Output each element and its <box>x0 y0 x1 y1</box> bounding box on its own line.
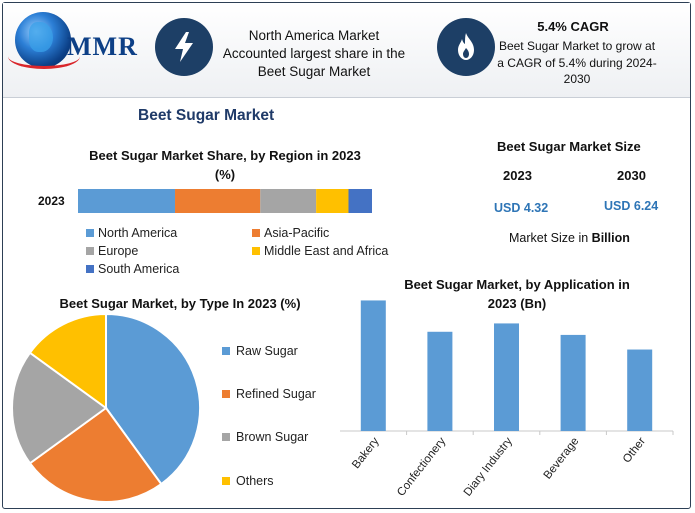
application-tick-label-confectionery: Confectionery <box>395 435 448 498</box>
header-divider <box>3 97 690 98</box>
legend-label: Brown Sugar <box>236 430 309 444</box>
legend-swatch <box>86 229 94 237</box>
application-tick-label-diary-industry: Diary Industry <box>462 435 515 498</box>
type-legend-refined-sugar: Refined Sugar <box>222 387 316 401</box>
legend-label: North America <box>98 226 178 240</box>
market-size-year-2023: 2023 <box>503 168 532 183</box>
region-legend-south-america: South America <box>86 262 179 276</box>
region-bar-segment-north-america <box>78 189 176 213</box>
logo-swoosh <box>8 44 80 69</box>
application-bar-confectionery <box>427 331 453 431</box>
type-pie-chart <box>11 312 201 503</box>
market-size-value-2023: USD 4.32 <box>494 201 549 215</box>
legend-swatch <box>222 477 230 485</box>
application-chart-title: Beet Sugar Market, by Application in 202… <box>404 277 630 311</box>
region-bar-segment-asia-pacific <box>175 189 261 213</box>
highlight-north-america: North America Market Accounted largest s… <box>222 28 406 79</box>
header-band <box>3 3 690 98</box>
infographic-frame <box>2 2 691 509</box>
legend-swatch <box>252 247 260 255</box>
lightning-icon <box>155 18 213 76</box>
legend-label: Others <box>236 474 274 488</box>
market-size-year-2030: 2030 <box>617 168 646 183</box>
legend-swatch <box>222 390 230 398</box>
legend-label: Middle East and Africa <box>264 244 389 258</box>
application-tick-label-bakery: Bakery <box>350 435 382 471</box>
market-size-title: Beet Sugar Market Size <box>497 139 641 154</box>
legend-label: Refined Sugar <box>236 387 316 401</box>
region-legend-north-america: North America <box>86 226 177 240</box>
legend-swatch <box>86 265 94 273</box>
pie-slice-others <box>28 312 107 410</box>
application-tick-label-other: Other <box>621 435 648 465</box>
cagr-title: 5.4% CAGR <box>537 19 609 34</box>
market-size-value-2030: USD 6.24 <box>604 199 659 213</box>
application-bar-beverage <box>560 334 586 431</box>
legend-swatch <box>86 247 94 255</box>
application-bar-diary-industry <box>494 323 519 431</box>
region-legend-europe: Europe <box>86 244 138 258</box>
type-legend-raw-sugar: Raw Sugar <box>222 344 298 358</box>
type-legend-others: Others <box>222 474 274 488</box>
application-bar-chart: Bakery Confectionery Diary Industry Beverag… <box>340 300 674 499</box>
region-bar-segment-europe <box>260 189 317 213</box>
report-title: Beet Sugar Market <box>138 107 275 124</box>
legend-swatch <box>222 433 230 441</box>
application-bar-bakery <box>360 300 386 431</box>
region-chart-year-label: 2023 <box>38 194 65 208</box>
pie-slice-brown-sugar <box>11 351 108 465</box>
region-legend-asia-pacific: Asia-Pacific <box>252 226 329 240</box>
legend-label: South America <box>98 262 180 276</box>
type-chart-title: Beet Sugar Market, by Type In 2023 (%) <box>59 296 301 311</box>
pie-slice-raw-sugar <box>105 312 201 486</box>
legend-label: Europe <box>98 244 139 258</box>
type-legend-brown-sugar: Brown Sugar <box>222 430 308 444</box>
market-size-unit-note: Market Size in Billion <box>509 231 630 245</box>
legend-label: Raw Sugar <box>236 344 298 358</box>
region-bar-segment-south-america <box>348 189 372 213</box>
region-bar-segment-middle-east-and-africa <box>316 189 349 213</box>
legend-swatch <box>252 229 260 237</box>
application-bar-other <box>627 349 653 431</box>
region-legend-middle-east-and-africa: Middle East and Africa <box>252 244 388 258</box>
application-tick-label-beverage: Beverage <box>542 435 582 481</box>
logo-text: MMR <box>67 32 138 61</box>
flame-icon <box>437 18 495 76</box>
legend-label: Asia-Pacific <box>264 226 330 240</box>
legend-swatch <box>222 347 230 355</box>
cagr-description: Beet Sugar Market to grow at a CAGR of 5… <box>497 39 657 86</box>
region-chart-title: Beet Sugar Market Share, by Region in 20… <box>89 148 361 182</box>
region-stacked-bar <box>78 189 372 213</box>
pie-slice-refined-sugar <box>28 406 163 503</box>
